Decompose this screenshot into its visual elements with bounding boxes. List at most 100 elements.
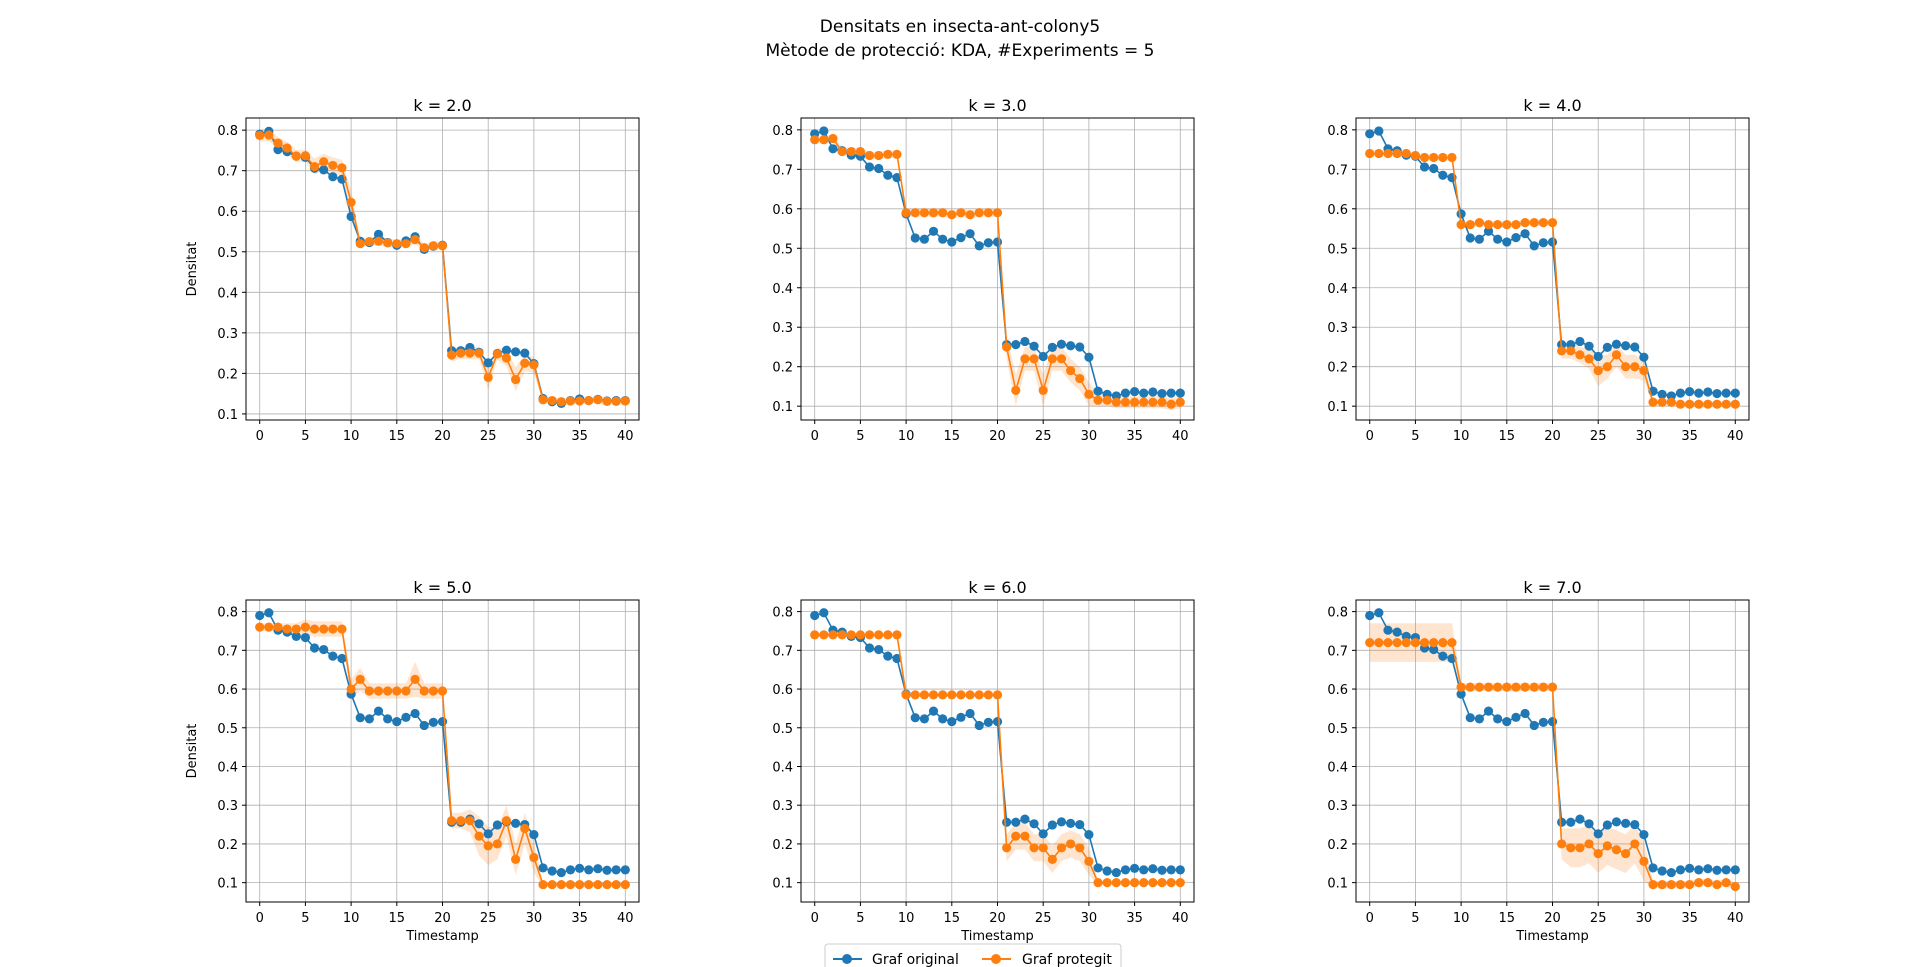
y-axis-label: Densitat xyxy=(185,724,200,779)
data-point xyxy=(1166,399,1176,409)
data-point xyxy=(864,162,875,172)
data-point xyxy=(1694,878,1704,888)
legend-protected-marker xyxy=(991,954,1001,964)
y-tick-label: 0.1 xyxy=(217,408,238,423)
data-point xyxy=(874,630,884,640)
data-point xyxy=(565,865,576,875)
data-point xyxy=(1148,864,1158,874)
data-point xyxy=(1630,819,1640,830)
data-point xyxy=(419,243,429,253)
data-point xyxy=(819,135,829,145)
x-tick-label: 40 xyxy=(1727,429,1744,444)
data-point xyxy=(501,816,512,826)
data-point xyxy=(1111,867,1121,878)
data-point xyxy=(1011,831,1021,841)
data-point xyxy=(291,624,301,634)
data-point xyxy=(1529,720,1539,731)
subplot-title: k = 6.0 xyxy=(968,578,1026,597)
x-tick-label: 15 xyxy=(389,429,406,444)
data-point xyxy=(538,879,548,890)
data-point xyxy=(1547,218,1558,228)
data-point xyxy=(1630,342,1640,352)
data-point xyxy=(1438,637,1448,648)
data-point xyxy=(593,879,603,890)
subplot-4: 0 5 10 15 20 25 30 35 40 0.1 0.2 0.3 0.4 0.5 0.6 0.7 0.8… xyxy=(185,578,640,944)
data-point xyxy=(819,126,829,136)
data-point xyxy=(538,863,548,873)
data-point xyxy=(364,686,374,696)
data-point xyxy=(892,630,902,640)
data-point xyxy=(883,149,893,159)
y-tick-label: 0.8 xyxy=(772,606,793,621)
data-point xyxy=(593,395,603,405)
figure-title-line1: Densitats en insecta-ant-colony5 xyxy=(820,17,1100,37)
x-tick-label: 0 xyxy=(811,911,819,926)
data-point xyxy=(620,865,630,875)
data-point xyxy=(910,208,920,218)
data-point xyxy=(1666,879,1676,890)
x-tick-label: 35 xyxy=(1681,429,1698,444)
legend-protected-label: Graf protegit xyxy=(1022,952,1112,967)
y-tick-label: 0.5 xyxy=(1327,722,1348,737)
data-point xyxy=(855,146,866,157)
data-point xyxy=(983,690,993,700)
data-point xyxy=(300,151,311,161)
data-point xyxy=(1474,234,1484,244)
data-point xyxy=(584,395,594,406)
data-point xyxy=(291,151,301,161)
data-point xyxy=(928,208,939,218)
data-point xyxy=(355,239,365,249)
data-point xyxy=(956,208,966,218)
x-tick-label: 20 xyxy=(1544,911,1561,926)
data-point xyxy=(1383,637,1393,648)
data-point xyxy=(1102,866,1112,876)
y-tick-label: 0.2 xyxy=(1327,361,1348,376)
data-point xyxy=(901,208,911,218)
data-point xyxy=(1438,170,1448,180)
data-point xyxy=(1401,148,1411,159)
subplot-6: 0 5 10 15 20 25 30 35 40 0.1 0.2 0.3 0.4 0.5 0.6 0.7 0.8… xyxy=(1327,578,1750,944)
data-point xyxy=(828,144,838,154)
data-point xyxy=(1093,878,1103,888)
data-point xyxy=(928,226,939,236)
data-point xyxy=(837,146,847,157)
data-point xyxy=(1120,878,1131,888)
y-tick-label: 0.8 xyxy=(1327,124,1348,139)
data-point xyxy=(1075,373,1085,384)
y-tick-label: 0.2 xyxy=(217,367,238,382)
data-point xyxy=(1166,878,1176,888)
data-point xyxy=(328,624,338,634)
data-point xyxy=(383,686,393,696)
subplot-3: 0 5 10 15 20 25 30 35 40 0.1 0.2 0.3 0.4 0.5 0.6 0.7 0.8… xyxy=(1327,96,1750,444)
x-tick-label: 30 xyxy=(1081,911,1098,926)
data-point xyxy=(974,241,984,251)
data-point xyxy=(1111,397,1121,407)
data-point xyxy=(364,237,374,247)
x-tick-label: 40 xyxy=(617,911,634,926)
data-point xyxy=(255,622,265,632)
data-point xyxy=(1575,814,1585,824)
subplots-grid: 0 5 10 15 20 25 30 35 40 0.1 0.2 0.3 0.4 0.5 0.6 0.7 0.8… xyxy=(185,96,1750,944)
data-point xyxy=(1694,388,1704,398)
x-tick-label: 20 xyxy=(989,911,1006,926)
data-point xyxy=(1139,388,1149,398)
data-point xyxy=(883,170,893,180)
data-point xyxy=(474,819,484,829)
data-point xyxy=(1694,865,1704,875)
data-point xyxy=(1365,148,1375,159)
data-point xyxy=(938,714,948,724)
data-point xyxy=(1502,682,1512,692)
data-point xyxy=(1047,854,1057,865)
data-point xyxy=(1111,391,1121,401)
data-point xyxy=(437,716,448,727)
data-point xyxy=(483,829,493,839)
data-point xyxy=(1703,387,1713,397)
y-tick-label: 0.6 xyxy=(772,683,793,698)
data-point xyxy=(1511,712,1521,722)
data-point xyxy=(810,135,820,145)
data-point xyxy=(1511,219,1521,230)
data-point xyxy=(1703,878,1713,888)
data-point xyxy=(855,630,866,640)
data-point xyxy=(282,143,292,153)
data-point xyxy=(1584,839,1594,849)
